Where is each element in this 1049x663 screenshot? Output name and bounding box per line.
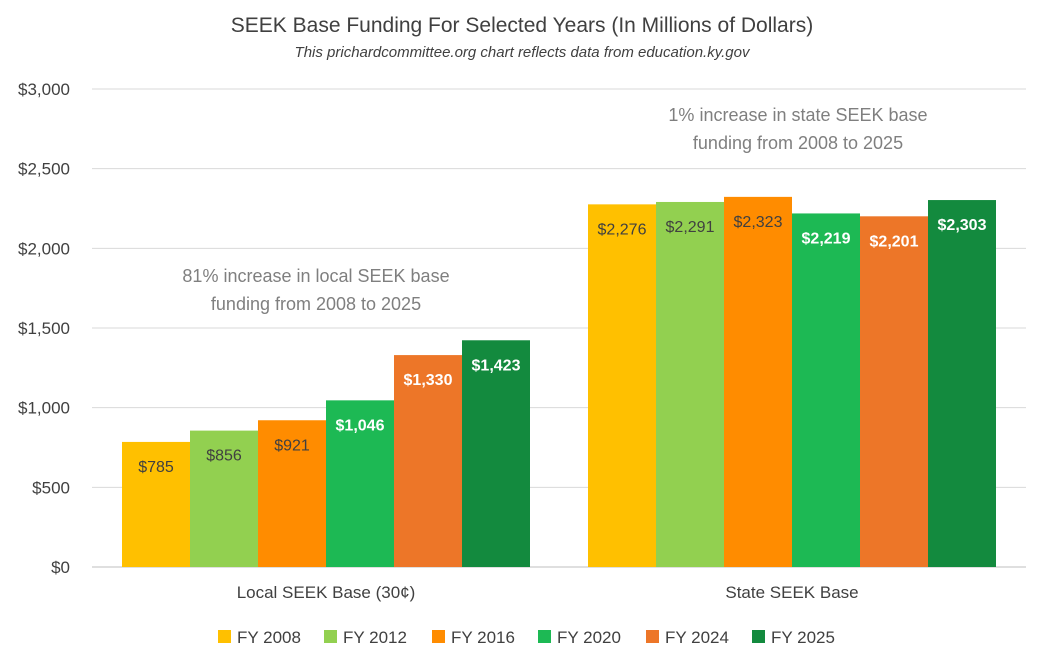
y-tick-label: $500 xyxy=(32,478,70,497)
y-axis-ticks: $0 $500 $1,000 $1,500 $2,000 $2,500 $3,000 xyxy=(18,80,70,577)
data-label: $785 xyxy=(138,459,174,476)
legend-label: FY 2012 xyxy=(343,628,407,647)
legend-swatch xyxy=(538,630,551,643)
bars xyxy=(122,196,996,568)
legend-swatch xyxy=(646,630,659,643)
bar-fy-2025-group-1 xyxy=(928,200,996,567)
data-labels: $785 $2,276 $856 $2,291 $921 $2,323 $1,046 $2,2… xyxy=(138,214,986,476)
y-tick-label: $1,500 xyxy=(18,319,70,338)
legend-label: FY 2008 xyxy=(237,628,301,647)
x-axis-ticks: Local SEEK Base (30¢) State SEEK Base xyxy=(237,583,859,602)
bar-fy-2020-group-0 xyxy=(326,400,394,567)
bar-fy-2012-group-0 xyxy=(190,430,258,567)
bar-fy-2020-group-1 xyxy=(792,213,860,567)
y-tick-label: $1,000 xyxy=(18,399,70,418)
legend-label: FY 2016 xyxy=(451,628,515,647)
annotation-text: 1% increase in state SEEK base xyxy=(668,105,927,125)
annotations: 81% increase in local SEEK base funding f… xyxy=(182,105,927,314)
annotation-text: 81% increase in local SEEK base xyxy=(182,266,449,286)
y-tick-label: $3,000 xyxy=(18,80,70,99)
chart-subtitle: This prichardcommittee.org chart reflect… xyxy=(295,44,751,61)
y-tick-label: $2,000 xyxy=(18,239,70,258)
legend: FY 2008 FY 2012 FY 2016 FY 2020 FY 2024 FY 20… xyxy=(218,628,835,647)
data-label: $2,201 xyxy=(870,233,919,250)
legend-label: FY 2024 xyxy=(665,628,729,647)
bar-fy-2025-group-0 xyxy=(462,340,530,567)
bar-fy-2008-group-1 xyxy=(588,204,656,567)
data-label: $2,291 xyxy=(666,219,715,236)
data-label: $2,303 xyxy=(938,217,987,234)
legend-swatch xyxy=(752,630,765,643)
data-label: $856 xyxy=(206,448,242,465)
x-tick-label: State SEEK Base xyxy=(725,583,858,602)
legend-swatch xyxy=(218,630,231,643)
chart-title: SEEK Base Funding For Selected Years (In… xyxy=(231,14,813,37)
bar-fy-2024-group-1 xyxy=(860,216,928,568)
legend-label: FY 2020 xyxy=(557,628,621,647)
bar-fy-2016-group-1 xyxy=(724,196,792,568)
legend-swatch xyxy=(324,630,337,643)
data-label: $1,423 xyxy=(472,357,521,374)
data-label: $921 xyxy=(274,437,310,454)
data-label: $2,276 xyxy=(598,221,647,238)
bar-fy-2024-group-0 xyxy=(394,355,462,567)
bar-fy-2012-group-1 xyxy=(656,201,724,567)
annotation-text: funding from 2008 to 2025 xyxy=(693,133,903,153)
data-label: $1,046 xyxy=(336,417,385,434)
annotation-text: funding from 2008 to 2025 xyxy=(211,294,421,314)
legend-swatch xyxy=(432,630,445,643)
data-label: $2,323 xyxy=(734,214,783,231)
data-label: $2,219 xyxy=(802,230,851,247)
legend-label: FY 2025 xyxy=(771,628,835,647)
data-label: $1,330 xyxy=(404,372,453,389)
bar-fy-2016-group-0 xyxy=(258,420,326,567)
y-tick-label: $0 xyxy=(51,558,70,577)
bar-fy-2008-group-0 xyxy=(122,441,190,567)
y-tick-label: $2,500 xyxy=(18,160,70,179)
x-tick-label: Local SEEK Base (30¢) xyxy=(237,583,416,602)
